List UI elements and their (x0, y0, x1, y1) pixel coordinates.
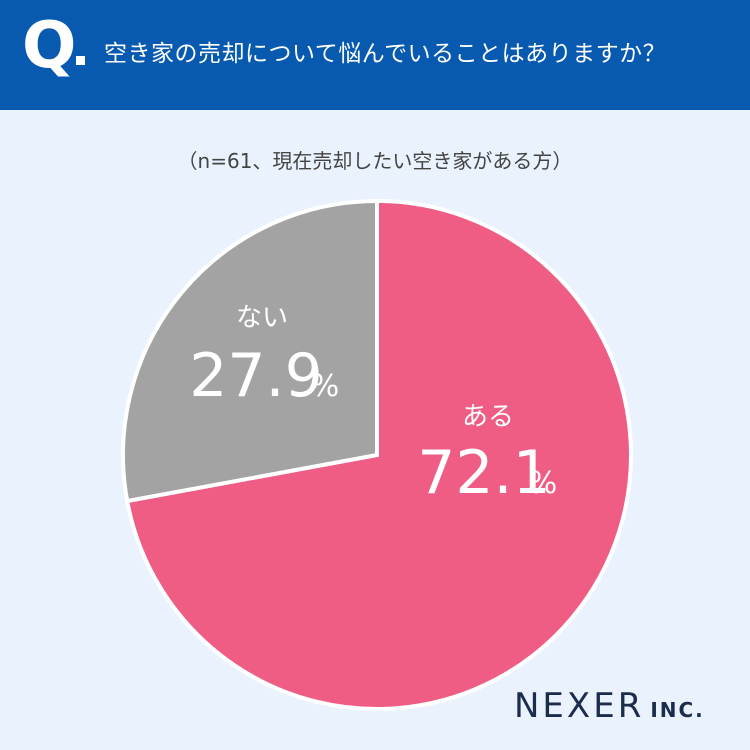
question-header: Q 空き家の売却について悩んでいることはありますか？ (0, 0, 750, 110)
slice-label-yes: ある (462, 402, 514, 432)
slice-value-yes: 72.1 (417, 438, 551, 508)
slice-percent-no: % (311, 369, 340, 404)
slice-label-no: ない (236, 303, 288, 333)
logo-suffix: INC. (650, 698, 705, 722)
slice-value-no: 27.9 (189, 341, 323, 411)
pie-slice-yes (124, 198, 633, 711)
sample-size-note: （n=61、現在売却したい空き家がある方） (177, 149, 573, 173)
company-logo: NEXER INC. (514, 686, 705, 726)
slice-percent-yes: % (529, 466, 558, 501)
logo-name: NEXER (514, 686, 645, 726)
q-dot (76, 56, 85, 65)
question-text: 空き家の売却について悩んでいることはありますか？ (104, 41, 667, 67)
pie-slice-no (121, 198, 379, 504)
q-mark: Q (22, 9, 77, 83)
